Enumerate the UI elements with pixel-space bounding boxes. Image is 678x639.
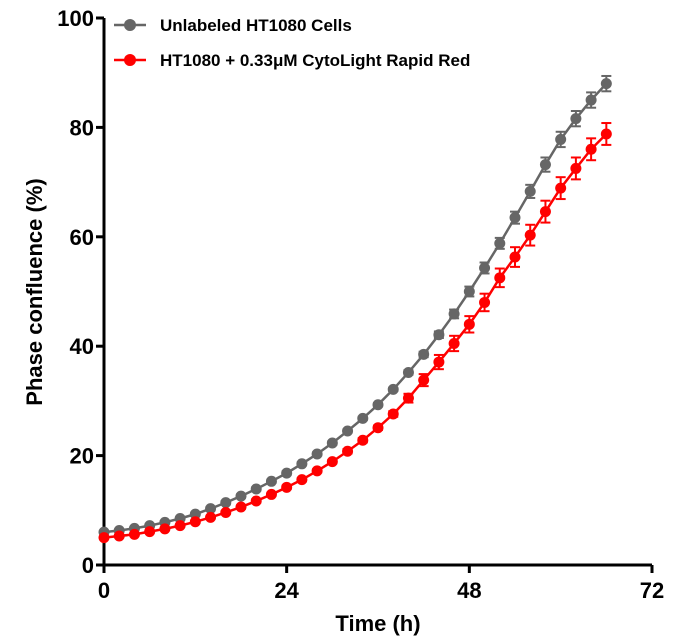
data-point [235,501,247,513]
data-point [174,520,186,532]
data-point [448,337,460,349]
data-point [600,128,612,140]
y-tick-label: 100 [57,6,94,31]
series-2 [98,122,612,544]
data-point [448,308,460,320]
data-point [205,511,217,523]
data-point [539,159,551,171]
data-point [128,528,140,540]
data-point [357,434,369,446]
data-point [418,374,430,386]
data-point [555,133,567,145]
data-point [509,251,521,263]
data-point [555,182,567,194]
data-point [524,229,536,241]
data-point [585,143,597,155]
data-point [220,497,232,509]
data-point [509,212,521,224]
data-point [433,329,445,341]
data-point [250,495,262,507]
data-point [387,408,399,420]
data-point [342,425,354,437]
legend-label: HT1080 + 0.33μM CytoLight Rapid Red [160,51,470,70]
data-point [144,526,156,538]
data-point [402,392,414,404]
data-point [418,348,430,360]
y-tick-label: 20 [70,444,94,469]
data-point [296,458,308,470]
data-point [159,523,171,535]
y-tick-label: 0 [82,553,94,578]
data-point [220,506,232,518]
x-axis-title: Time (h) [335,611,420,636]
data-point [326,456,338,468]
data-point [205,503,217,515]
data-point [479,296,491,308]
data-point [494,237,506,249]
legend-item: HT1080 + 0.33μM CytoLight Rapid Red [114,51,470,70]
series-layer [98,74,612,544]
y-axis-title: Phase confluence (%) [22,178,47,405]
data-point [357,412,369,424]
x-tick-label: 0 [98,578,110,603]
data-point [281,481,293,493]
ticks [96,16,654,573]
data-point [479,262,491,274]
data-point [311,465,323,477]
x-tick-label: 72 [640,578,664,603]
data-point [372,399,384,411]
legend-item: Unlabeled HT1080 Cells [114,16,352,35]
data-point [189,508,201,520]
data-point [494,272,506,284]
y-tick-label: 80 [70,115,94,140]
data-point [539,206,551,218]
data-point [585,94,597,106]
data-point [311,448,323,460]
data-point [342,445,354,457]
axes [102,18,652,567]
data-point [463,286,475,297]
series-line [103,82,608,534]
data-point [570,162,582,174]
data-point [387,383,399,395]
data-point [296,474,308,486]
series-line [103,133,608,539]
data-point [265,475,277,487]
data-point [235,490,247,502]
data-point [189,516,201,528]
data-point [524,185,536,197]
data-point [402,366,414,378]
legend-marker [124,54,136,66]
data-point [98,532,110,544]
data-point [570,113,582,125]
x-tick-label: 48 [457,578,481,603]
data-point [326,437,338,449]
series-1 [98,74,612,538]
data-point [372,422,384,434]
data-point [600,78,612,90]
tick-labels: 0 20 40 60 80 100 0 24 48 72 [57,6,664,603]
legend-label: Unlabeled HT1080 Cells [160,16,352,35]
data-point [463,318,475,330]
data-point [433,356,445,368]
data-point [265,488,277,500]
legend: Unlabeled HT1080 Cells HT1080 + 0.33μM Cy… [114,16,470,70]
legend-marker [124,19,136,31]
data-point [113,530,125,542]
data-point [250,483,262,495]
y-tick-label: 60 [70,225,94,250]
x-tick-label: 24 [274,578,299,603]
y-tick-label: 40 [70,334,94,359]
data-point [281,467,293,479]
